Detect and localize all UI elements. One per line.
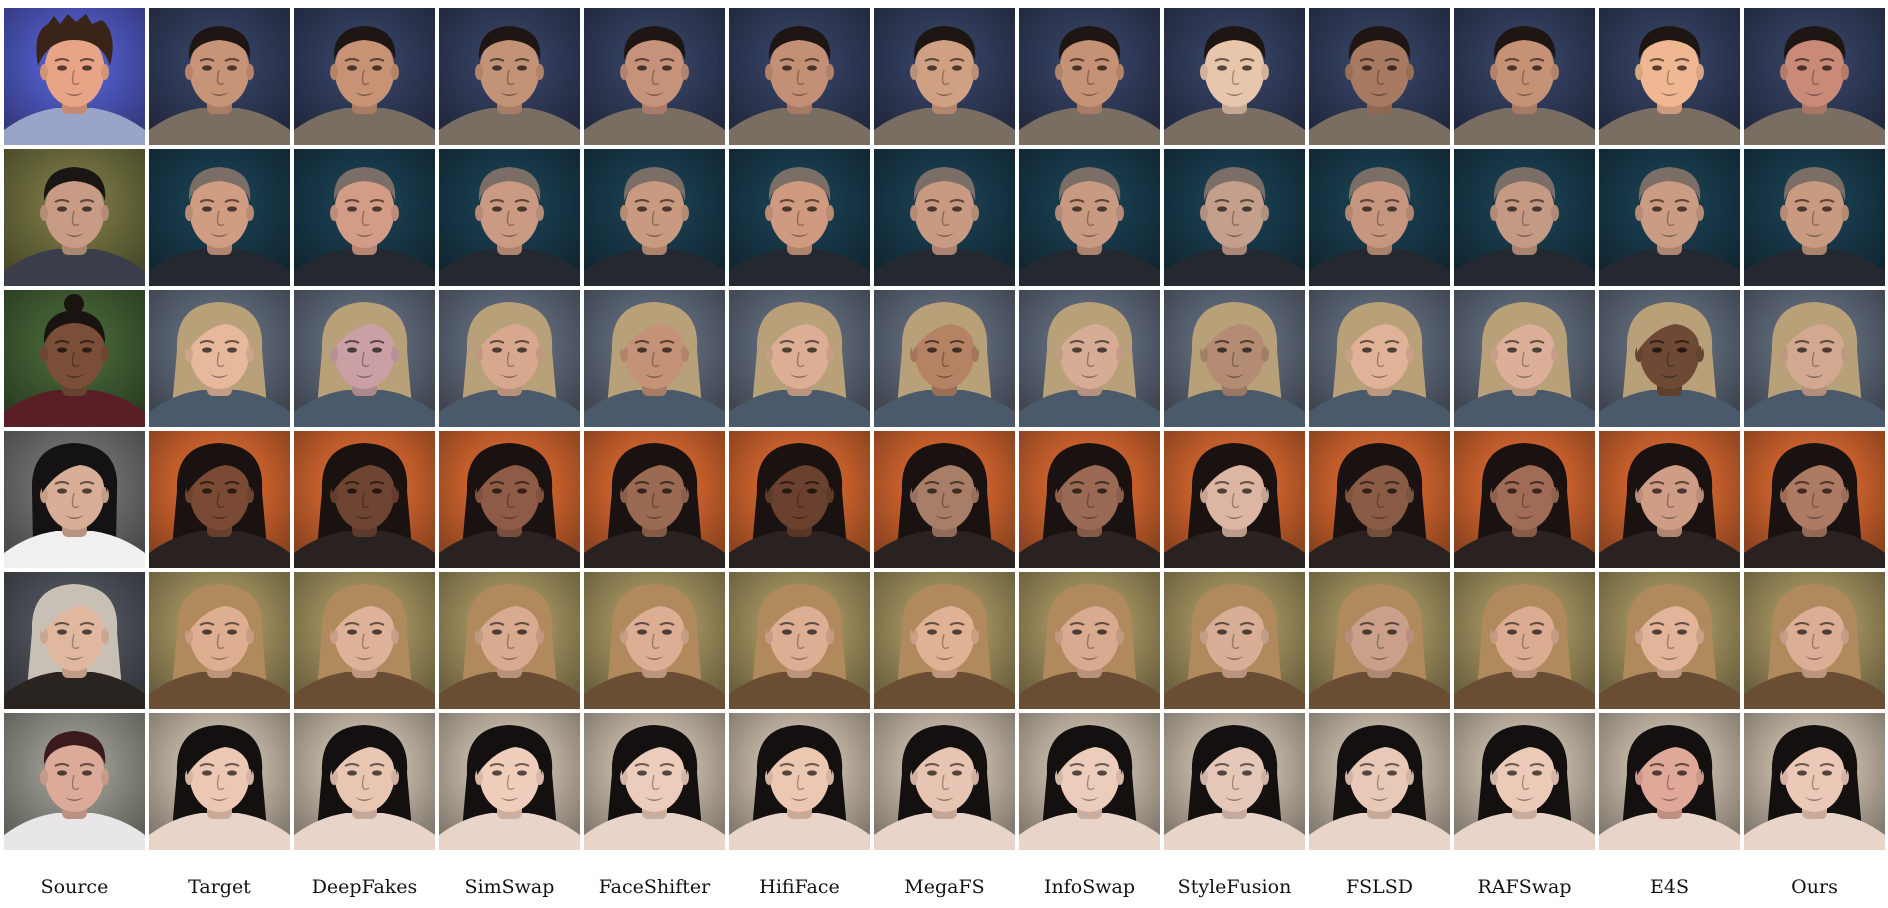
- column-label-hififace: HifiFace: [759, 876, 840, 898]
- face-image-rafswap-row-6: [1454, 713, 1595, 850]
- face-image-source-row-1: [4, 8, 145, 145]
- face-image-infoswap-row-3: [1019, 290, 1160, 427]
- face-image-e4s-row-2: [1599, 149, 1740, 286]
- face-image-rafswap-row-1: [1454, 8, 1595, 145]
- face-image-stylefusion-row-3: [1164, 290, 1305, 427]
- face-image-infoswap-row-4: [1019, 431, 1160, 568]
- column-label-e4s: E4S: [1650, 876, 1689, 898]
- face-image-deepfakes-row-2: [294, 149, 435, 286]
- column-label-source: Source: [40, 876, 109, 898]
- column-label-fslsd: FSLSD: [1345, 876, 1414, 898]
- face-image-hififace-row-4: [729, 431, 870, 568]
- face-image-faceshifter-row-3: [584, 290, 725, 427]
- face-image-fslsd-row-2: [1309, 149, 1450, 286]
- column-label-target: Target: [188, 876, 251, 898]
- face-image-faceshifter-row-5: [584, 572, 725, 709]
- face-image-faceshifter-row-4: [584, 431, 725, 568]
- face-image-target-row-5: [149, 572, 290, 709]
- column-label-rafswap: RAFSwap: [1477, 876, 1572, 898]
- face-image-source-row-4: [4, 431, 145, 568]
- face-image-e4s-row-6: [1599, 713, 1740, 850]
- face-image-ours-row-2: [1744, 149, 1885, 286]
- face-image-ours-row-1: [1744, 8, 1885, 145]
- face-image-ours-row-3: [1744, 290, 1885, 427]
- face-image-simswap-row-2: [439, 149, 580, 286]
- face-image-hififace-row-1: [729, 8, 870, 145]
- column-label-ours: Ours: [1791, 876, 1838, 898]
- face-image-fslsd-row-5: [1309, 572, 1450, 709]
- column-label-megafs: MegaFS: [904, 876, 985, 898]
- face-image-simswap-row-4: [439, 431, 580, 568]
- face-image-megafs-row-2: [874, 149, 1015, 286]
- face-image-rafswap-row-2: [1454, 149, 1595, 286]
- face-image-e4s-row-1: [1599, 8, 1740, 145]
- face-image-deepfakes-row-1: [294, 8, 435, 145]
- face-image-hififace-row-3: [729, 290, 870, 427]
- face-image-target-row-1: [149, 8, 290, 145]
- face-image-infoswap-row-6: [1019, 713, 1160, 850]
- face-image-ours-row-4: [1744, 431, 1885, 568]
- face-image-rafswap-row-3: [1454, 290, 1595, 427]
- face-image-megafs-row-5: [874, 572, 1015, 709]
- face-image-stylefusion-row-1: [1164, 8, 1305, 145]
- face-image-deepfakes-row-6: [294, 713, 435, 850]
- face-image-stylefusion-row-5: [1164, 572, 1305, 709]
- face-image-faceshifter-row-2: [584, 149, 725, 286]
- face-image-hififace-row-6: [729, 713, 870, 850]
- face-image-simswap-row-5: [439, 572, 580, 709]
- face-image-fslsd-row-6: [1309, 713, 1450, 850]
- face-image-source-row-2: [4, 149, 145, 286]
- image-grid: [4, 8, 1885, 850]
- face-image-stylefusion-row-2: [1164, 149, 1305, 286]
- face-image-e4s-row-5: [1599, 572, 1740, 709]
- face-image-deepfakes-row-5: [294, 572, 435, 709]
- face-image-fslsd-row-3: [1309, 290, 1450, 427]
- face-image-source-row-6: [4, 713, 145, 850]
- face-image-ours-row-5: [1744, 572, 1885, 709]
- face-image-megafs-row-4: [874, 431, 1015, 568]
- face-image-fslsd-row-1: [1309, 8, 1450, 145]
- face-image-fslsd-row-4: [1309, 431, 1450, 568]
- column-label-faceshifter: FaceShifter: [598, 876, 711, 898]
- face-image-source-row-5: [4, 572, 145, 709]
- column-label-stylefusion: StyleFusion: [1177, 876, 1292, 898]
- face-image-e4s-row-4: [1599, 431, 1740, 568]
- face-image-infoswap-row-2: [1019, 149, 1160, 286]
- face-image-target-row-3: [149, 290, 290, 427]
- face-image-simswap-row-1: [439, 8, 580, 145]
- face-image-megafs-row-3: [874, 290, 1015, 427]
- face-image-infoswap-row-1: [1019, 8, 1160, 145]
- face-image-target-row-4: [149, 431, 290, 568]
- face-image-infoswap-row-5: [1019, 572, 1160, 709]
- face-image-rafswap-row-4: [1454, 431, 1595, 568]
- face-image-faceshifter-row-6: [584, 713, 725, 850]
- face-image-e4s-row-3: [1599, 290, 1740, 427]
- face-image-target-row-6: [149, 713, 290, 850]
- face-image-megafs-row-6: [874, 713, 1015, 850]
- column-label-simswap: SimSwap: [464, 876, 555, 898]
- face-image-rafswap-row-5: [1454, 572, 1595, 709]
- column-label-deepfakes: DeepFakes: [311, 876, 418, 898]
- face-image-deepfakes-row-4: [294, 431, 435, 568]
- face-image-source-row-3: [4, 290, 145, 427]
- face-image-hififace-row-5: [729, 572, 870, 709]
- face-image-simswap-row-3: [439, 290, 580, 427]
- face-image-megafs-row-1: [874, 8, 1015, 145]
- face-image-deepfakes-row-3: [294, 290, 435, 427]
- face-image-stylefusion-row-4: [1164, 431, 1305, 568]
- column-label-infoswap: InfoSwap: [1044, 876, 1135, 898]
- face-image-stylefusion-row-6: [1164, 713, 1305, 850]
- face-image-ours-row-6: [1744, 713, 1885, 850]
- face-image-simswap-row-6: [439, 713, 580, 850]
- column-labels: Source Target DeepFakes SimSwap FaceShifter H…: [4, 876, 1885, 898]
- face-image-target-row-2: [149, 149, 290, 286]
- face-image-faceshifter-row-1: [584, 8, 725, 145]
- face-image-hififace-row-2: [729, 149, 870, 286]
